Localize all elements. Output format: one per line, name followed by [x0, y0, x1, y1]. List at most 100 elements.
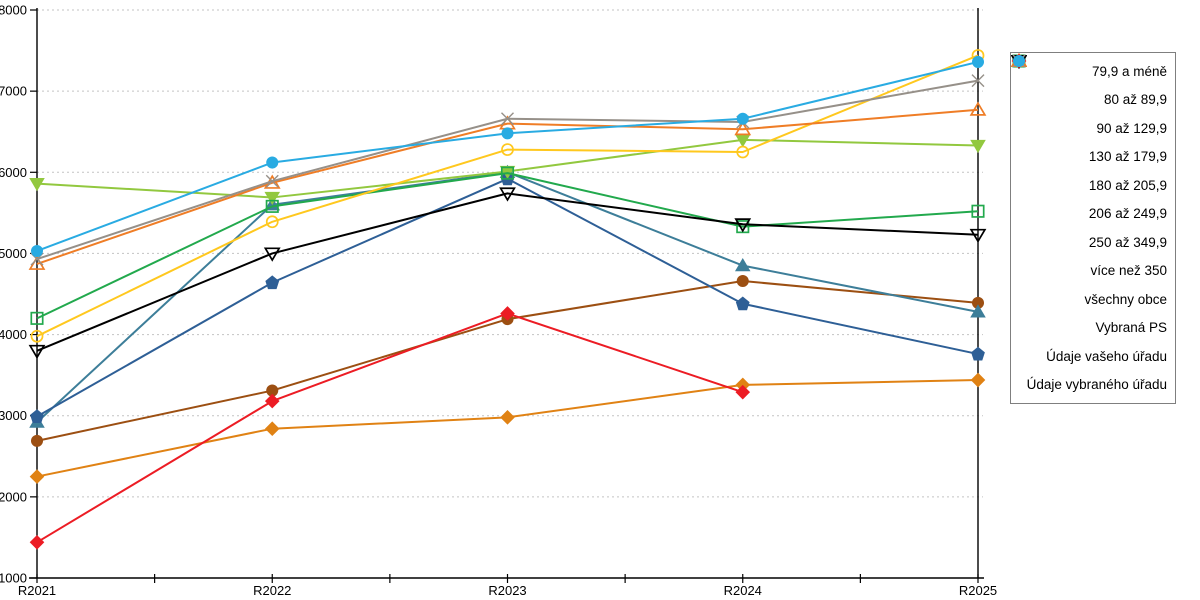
legend-label: 250 až 349,9: [1088, 234, 1167, 250]
data-point-marker: [29, 469, 45, 484]
data-point-marker: [970, 304, 986, 318]
legend-label: všechny obce: [1084, 291, 1167, 307]
data-point-marker: [265, 275, 280, 290]
series-line: [36, 312, 744, 544]
data-point-marker: [30, 409, 44, 424]
y-axis-label: 8000: [0, 3, 27, 18]
data-point-marker: [736, 274, 749, 288]
data-point-marker: [735, 296, 750, 311]
data-point-marker: [264, 393, 280, 409]
legend-item: 180 až 205,9: [1011, 55, 1175, 199]
data-point-marker: [30, 311, 44, 325]
data-point-marker: [734, 121, 752, 136]
legend-item: 206 až 249,9: [1011, 54, 1175, 227]
data-point-marker: [501, 127, 514, 140]
series-line: [36, 379, 979, 478]
data-point-marker: [969, 228, 987, 244]
x-axis-label: R2021: [18, 583, 56, 598]
y-axis-label: 5000: [0, 246, 27, 261]
data-point-marker: [736, 112, 749, 125]
legend-item: 90 až 129,9: [1011, 53, 1175, 142]
series-square: [30, 166, 985, 325]
data-point-marker: [969, 101, 987, 116]
data-point-marker: [971, 346, 985, 361]
legend-item: Údaje vašeho úřadu: [1011, 53, 1175, 370]
series-line: [36, 171, 979, 423]
x-axis-label: R2025: [959, 583, 997, 598]
series-circle: [30, 49, 985, 343]
series-diamond: [29, 306, 751, 550]
data-point-marker: [501, 143, 514, 156]
data-point-marker: [499, 187, 516, 202]
series-line: [36, 108, 979, 265]
legend-item: 79,9 a méně: [1011, 53, 1175, 85]
data-point-marker: [735, 384, 751, 400]
data-point-marker: [263, 247, 281, 262]
series-pentagon: [30, 171, 985, 424]
x-axis-label: R2024: [724, 583, 762, 598]
data-point-marker: [29, 178, 45, 192]
legend-label: 130 až 179,9: [1088, 149, 1167, 165]
data-point-marker: [970, 372, 986, 388]
data-point-marker: [29, 534, 45, 550]
circle-legend-icon: [1012, 54, 1026, 68]
y-axis-label: 6000: [0, 165, 27, 180]
data-point-marker: [265, 215, 279, 229]
legend-item: Vybraná PS: [1011, 54, 1175, 341]
series-triangle-up: [29, 164, 986, 428]
series-line: [36, 192, 979, 352]
data-point-marker: [1012, 54, 1026, 68]
x-axis-label: R2023: [488, 583, 526, 598]
data-point-marker: [265, 199, 279, 213]
data-point-marker: [30, 244, 44, 258]
legend: 79,9 a méně 80 až 89,9 90 až 129,9 130 až 1…: [1010, 52, 1176, 404]
data-point-marker: [971, 204, 985, 218]
legend-label: 79,9 a méně: [1091, 63, 1167, 79]
y-axis-label: 2000: [0, 489, 27, 504]
data-point-marker: [736, 145, 750, 159]
y-axis-label: 3000: [0, 408, 27, 423]
legend-label: Vybraná PS: [1095, 320, 1167, 336]
legend-item: 250 až 349,9: [1011, 54, 1175, 256]
data-point-marker: [734, 218, 752, 233]
data-point-marker: [500, 306, 515, 321]
data-point-marker: [28, 344, 46, 360]
legend-label: 206 až 249,9: [1088, 206, 1167, 222]
series-line: [36, 172, 979, 320]
legend-item: všechny obce: [1011, 55, 1175, 313]
series-circle: [30, 55, 985, 258]
series-triangle-down: [28, 187, 987, 360]
x-axis-label: R2022: [253, 583, 291, 598]
y-axis-label: 4000: [0, 327, 27, 342]
data-point-marker: [265, 174, 279, 188]
legend-label: více než 350: [1090, 263, 1167, 279]
series-line: [36, 60, 979, 252]
legend-item: 80 až 89,9: [1011, 54, 1175, 113]
data-point-marker: [501, 112, 514, 126]
legend-label: Údaje vybraného úřadu: [1026, 377, 1167, 393]
data-point-marker: [971, 55, 985, 68]
legend-item: Údaje vybraného úřadu: [1011, 54, 1175, 398]
data-point-marker: [30, 329, 44, 343]
data-point-marker: [971, 74, 985, 88]
data-point-marker: [264, 191, 281, 206]
y-axis-label: 1000: [0, 571, 27, 586]
data-point-marker: [500, 166, 515, 180]
legend-label: Údaje vašeho úřadu: [1046, 348, 1167, 364]
series-diamond: [29, 372, 986, 484]
legend-label: 80 až 89,9: [1103, 92, 1167, 108]
legend-label: 90 až 129,9: [1096, 120, 1167, 136]
data-point-marker: [734, 258, 751, 272]
data-point-marker: [264, 421, 280, 437]
series-line: [36, 54, 979, 338]
y-axis-label: 7000: [0, 84, 27, 99]
data-point-marker: [30, 434, 44, 447]
legend-item: 130 až 179,9: [1011, 53, 1175, 170]
legend-label: 180 až 205,9: [1088, 177, 1167, 193]
data-point-marker: [970, 139, 986, 154]
legend-item: více než 350: [1011, 53, 1175, 284]
data-point-marker: [266, 156, 279, 169]
data-point-marker: [500, 410, 515, 425]
